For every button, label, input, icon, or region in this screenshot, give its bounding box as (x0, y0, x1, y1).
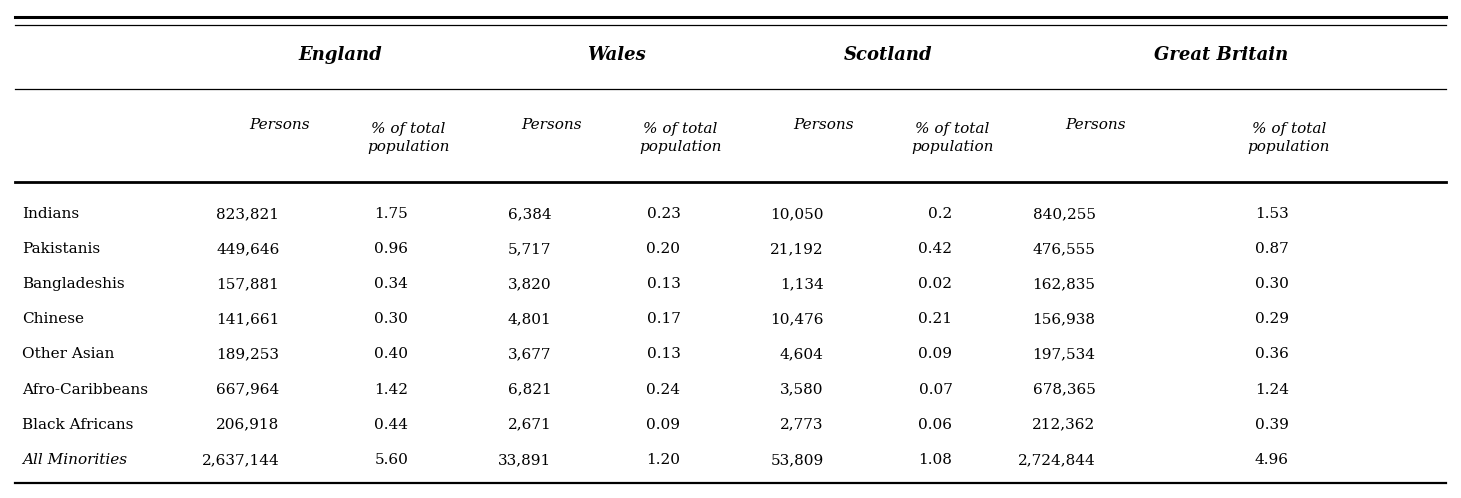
Text: 2,773: 2,773 (780, 418, 824, 432)
Text: 0.30: 0.30 (1255, 277, 1289, 291)
Text: 141,661: 141,661 (216, 312, 279, 326)
Text: 0.29: 0.29 (1255, 312, 1289, 326)
Text: 0.34: 0.34 (374, 277, 409, 291)
Text: 4.96: 4.96 (1255, 453, 1289, 467)
Text: 0.30: 0.30 (374, 312, 409, 326)
Text: Wales: Wales (586, 46, 646, 64)
Text: Scotland: Scotland (843, 46, 932, 64)
Text: 0.13: 0.13 (647, 348, 681, 362)
Text: % of total
population: % of total population (638, 122, 722, 154)
Text: 0.2: 0.2 (928, 207, 953, 221)
Text: 10,476: 10,476 (770, 312, 824, 326)
Text: 212,362: 212,362 (1033, 418, 1096, 432)
Text: Other Asian: Other Asian (22, 348, 114, 362)
Text: 21,192: 21,192 (770, 242, 824, 256)
Text: 5,717: 5,717 (508, 242, 552, 256)
Text: All Minorities: All Minorities (22, 453, 127, 467)
Text: Persons: Persons (1065, 118, 1126, 131)
Text: 189,253: 189,253 (216, 348, 279, 362)
Text: 2,671: 2,671 (508, 418, 552, 432)
Text: 678,365: 678,365 (1033, 382, 1096, 396)
Text: Indians: Indians (22, 207, 79, 221)
Text: 0.21: 0.21 (919, 312, 953, 326)
Text: 206,918: 206,918 (216, 418, 279, 432)
Text: 162,835: 162,835 (1033, 277, 1096, 291)
Text: 0.96: 0.96 (374, 242, 409, 256)
Text: 0.17: 0.17 (647, 312, 681, 326)
Text: 1.24: 1.24 (1255, 382, 1289, 396)
Text: 0.40: 0.40 (374, 348, 409, 362)
Text: 0.87: 0.87 (1255, 242, 1289, 256)
Text: 0.20: 0.20 (646, 242, 681, 256)
Text: 0.36: 0.36 (1255, 348, 1289, 362)
Text: 4,801: 4,801 (508, 312, 552, 326)
Text: Great Britain: Great Britain (1154, 46, 1289, 64)
Text: 0.44: 0.44 (374, 418, 409, 432)
Text: England: England (298, 46, 383, 64)
Text: % of total
population: % of total population (1248, 122, 1330, 154)
Text: Persons: Persons (793, 118, 853, 131)
Text: 0.13: 0.13 (647, 277, 681, 291)
Text: Chinese: Chinese (22, 312, 83, 326)
Text: 6,384: 6,384 (508, 207, 552, 221)
Text: 1,134: 1,134 (780, 277, 824, 291)
Text: Persons: Persons (522, 118, 581, 131)
Text: 3,677: 3,677 (508, 348, 552, 362)
Text: 0.24: 0.24 (646, 382, 681, 396)
Text: 0.42: 0.42 (919, 242, 953, 256)
Text: Bangladeshis: Bangladeshis (22, 277, 124, 291)
Text: 1.53: 1.53 (1255, 207, 1289, 221)
Text: Pakistanis: Pakistanis (22, 242, 99, 256)
Text: 449,646: 449,646 (216, 242, 279, 256)
Text: 53,809: 53,809 (770, 453, 824, 467)
Text: % of total
population: % of total population (367, 122, 450, 154)
Text: 1.08: 1.08 (919, 453, 953, 467)
Text: 197,534: 197,534 (1033, 348, 1096, 362)
Text: 0.09: 0.09 (919, 348, 953, 362)
Text: 0.07: 0.07 (919, 382, 953, 396)
Text: 5.60: 5.60 (374, 453, 409, 467)
Text: Black Africans: Black Africans (22, 418, 133, 432)
Text: 2,724,844: 2,724,844 (1018, 453, 1096, 467)
Text: 667,964: 667,964 (216, 382, 279, 396)
Text: 823,821: 823,821 (216, 207, 279, 221)
Text: 0.02: 0.02 (919, 277, 953, 291)
Text: 1.20: 1.20 (646, 453, 681, 467)
Text: % of total
population: % of total population (912, 122, 993, 154)
Text: 2,637,144: 2,637,144 (202, 453, 279, 467)
Text: 0.09: 0.09 (646, 418, 681, 432)
Text: 6,821: 6,821 (508, 382, 552, 396)
Text: 3,820: 3,820 (508, 277, 552, 291)
Text: 1.75: 1.75 (374, 207, 409, 221)
Text: Afro-Caribbeans: Afro-Caribbeans (22, 382, 148, 396)
Text: 840,255: 840,255 (1033, 207, 1096, 221)
Text: 10,050: 10,050 (770, 207, 824, 221)
Text: 0.23: 0.23 (647, 207, 681, 221)
Text: 33,891: 33,891 (498, 453, 552, 467)
Text: 476,555: 476,555 (1033, 242, 1096, 256)
Text: Persons: Persons (250, 118, 310, 131)
Text: 157,881: 157,881 (216, 277, 279, 291)
Text: 4,604: 4,604 (780, 348, 824, 362)
Text: 0.39: 0.39 (1255, 418, 1289, 432)
Text: 3,580: 3,580 (780, 382, 824, 396)
Text: 1.42: 1.42 (374, 382, 409, 396)
Text: 0.06: 0.06 (919, 418, 953, 432)
Text: 156,938: 156,938 (1033, 312, 1096, 326)
